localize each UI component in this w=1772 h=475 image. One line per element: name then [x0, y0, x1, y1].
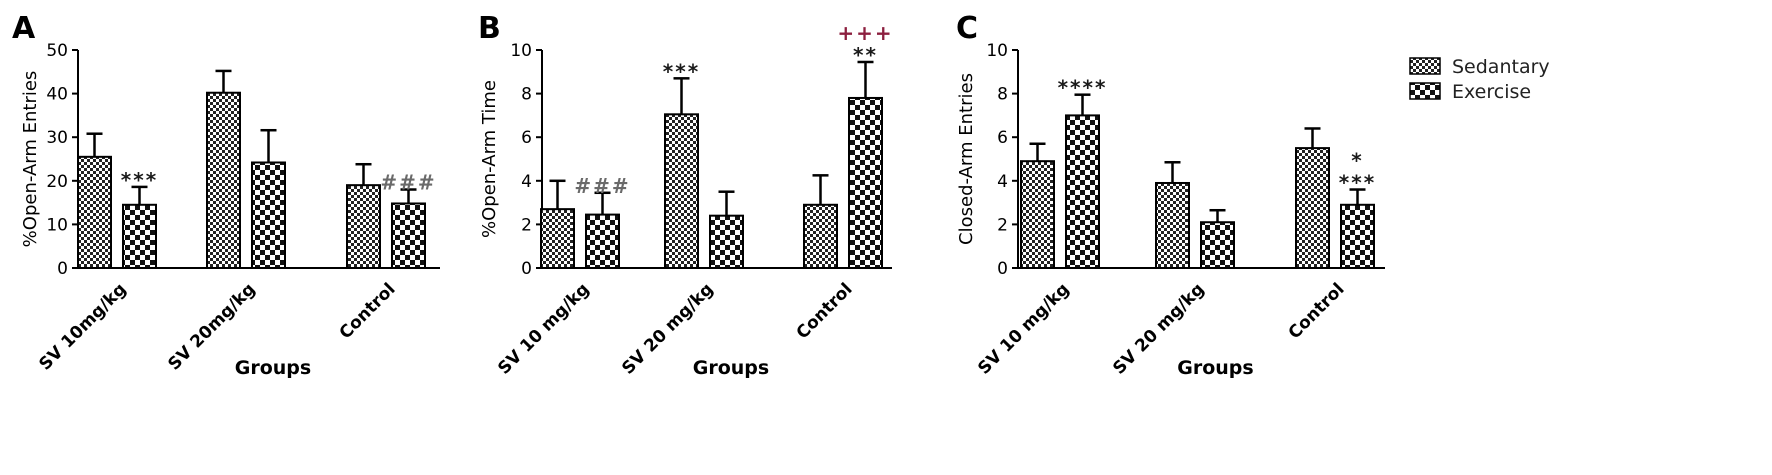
- x-axis-title: Groups: [1177, 357, 1253, 379]
- y-tick-label: 40: [46, 85, 68, 105]
- y-tick-label: 50: [46, 41, 68, 61]
- y-tick-label: 10: [986, 41, 1008, 61]
- category-label: SV 10mg/kg: [35, 279, 130, 374]
- bar-exercise: [391, 202, 426, 269]
- y-tick-label: 2: [997, 215, 1008, 235]
- panel-letter: B: [478, 11, 501, 46]
- y-tick-label: 30: [46, 128, 68, 148]
- bar-exercise: [251, 161, 286, 270]
- significance-marker: +++: [837, 21, 893, 45]
- y-tick-label: 10: [510, 41, 532, 61]
- bar-sedantary: [664, 113, 699, 269]
- y-axis-title: %Open-Arm Time: [479, 80, 500, 238]
- bar-sedantary: [1155, 181, 1190, 269]
- y-tick-label: 2: [521, 215, 532, 235]
- y-tick-label: 6: [997, 128, 1008, 148]
- bar-sedantary: [346, 184, 381, 269]
- y-axis-title: %Open-Arm Entries: [20, 71, 41, 248]
- panel-letter: A: [12, 11, 36, 46]
- y-tick-label: 20: [46, 172, 68, 192]
- bar-exercise: [122, 203, 157, 269]
- bar-sedantary: [1295, 147, 1330, 270]
- y-tick-label: 8: [997, 85, 1008, 105]
- significance-marker: ***: [663, 59, 700, 83]
- y-tick-label: 4: [521, 172, 532, 192]
- y-tick-label: 6: [521, 128, 532, 148]
- category-label: SV 10 mg/kg: [494, 279, 593, 378]
- legend-label: Exercise: [1452, 81, 1531, 103]
- bar-exercise: [848, 96, 883, 269]
- bar-exercise: [709, 214, 744, 269]
- legend-swatch-sedantary: [1409, 57, 1441, 75]
- significance-marker: *: [1351, 149, 1363, 173]
- legend: Sedantary Exercise: [1409, 56, 1550, 103]
- significance-marker: ****: [1058, 76, 1108, 100]
- bar-exercise: [1200, 221, 1235, 269]
- y-tick-label: 0: [997, 259, 1008, 279]
- bar-exercise: [1065, 114, 1100, 270]
- category-label: Control: [793, 279, 857, 343]
- category-label: Control: [1285, 279, 1349, 343]
- category-label: SV 10 mg/kg: [974, 279, 1073, 378]
- panel-letter: C: [956, 11, 978, 46]
- significance-marker: ***: [1339, 171, 1376, 195]
- y-axis-title: Closed-Arm Entries: [956, 73, 977, 245]
- significance-marker: ***: [121, 168, 158, 192]
- y-tick-label: 10: [46, 215, 68, 235]
- legend-label: Sedantary: [1452, 56, 1550, 78]
- x-axis-title: Groups: [235, 357, 311, 379]
- significance-marker: ###: [380, 171, 436, 195]
- y-tick-label: 4: [997, 172, 1008, 192]
- significance-marker: ###: [574, 174, 630, 198]
- y-tick-label: 8: [521, 85, 532, 105]
- bar-sedantary: [206, 91, 241, 269]
- y-tick-label: 0: [57, 259, 68, 279]
- legend-swatch-exercise: [1409, 82, 1441, 100]
- x-axis-title: Groups: [693, 357, 769, 379]
- bar-exercise: [1340, 203, 1375, 269]
- bar-sedantary: [803, 203, 838, 269]
- category-label: Control: [336, 279, 400, 343]
- bar-sedantary: [540, 208, 575, 269]
- y-tick-label: 0: [521, 259, 532, 279]
- bar-exercise: [585, 213, 620, 269]
- bar-sedantary: [77, 155, 112, 270]
- significance-marker: **: [853, 43, 878, 67]
- bar-sedantary: [1020, 160, 1055, 269]
